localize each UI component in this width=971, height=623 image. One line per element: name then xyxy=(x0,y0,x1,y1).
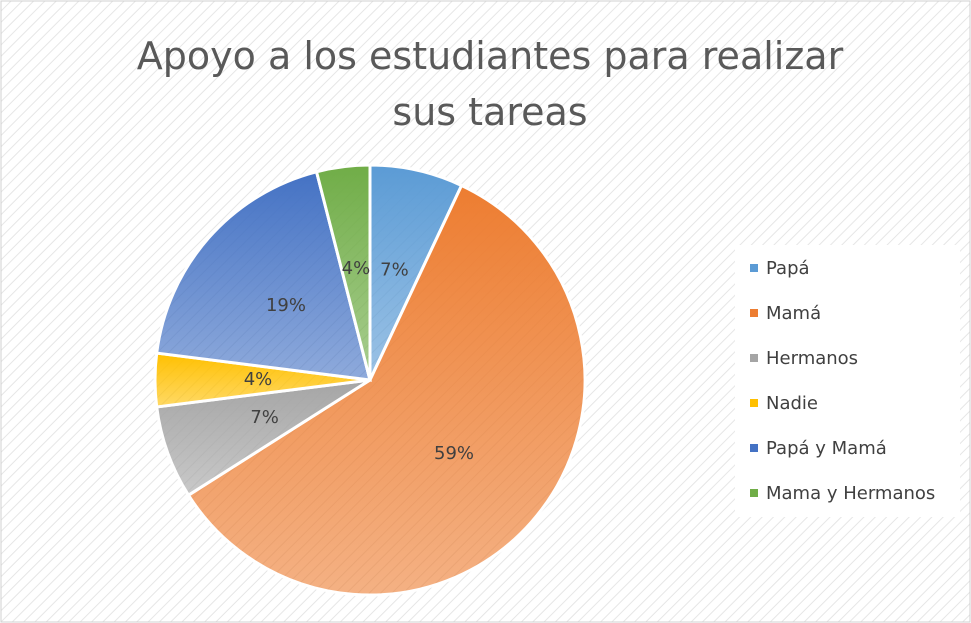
pie-slice xyxy=(186,183,587,597)
legend-swatch xyxy=(750,444,758,452)
legend-swatch xyxy=(750,399,758,407)
legend-label: Papá y Mamá xyxy=(766,438,887,459)
data-label: 59% xyxy=(434,443,474,464)
pie-slice xyxy=(314,163,372,381)
chart-title: Apoyo a los estudiantes para realizar su… xyxy=(136,34,844,134)
pie-slice xyxy=(155,169,373,382)
legend-label: Mama y Hermanos xyxy=(766,483,935,504)
legend-label: Papá xyxy=(766,258,810,279)
legend-label: Hermanos xyxy=(766,348,858,369)
data-label: 7% xyxy=(380,260,409,281)
legend-label: Nadie xyxy=(766,393,818,414)
legend-swatch xyxy=(750,489,758,497)
legend-swatch xyxy=(750,264,758,272)
data-label: 4% xyxy=(244,369,273,390)
data-label: 7% xyxy=(250,407,279,428)
legend-box xyxy=(735,245,960,517)
data-label: 19% xyxy=(266,295,306,316)
legend-swatch xyxy=(750,309,758,317)
legend-label: Mamá xyxy=(766,303,821,324)
legend-swatch xyxy=(750,354,758,362)
data-label: 4% xyxy=(342,258,371,279)
